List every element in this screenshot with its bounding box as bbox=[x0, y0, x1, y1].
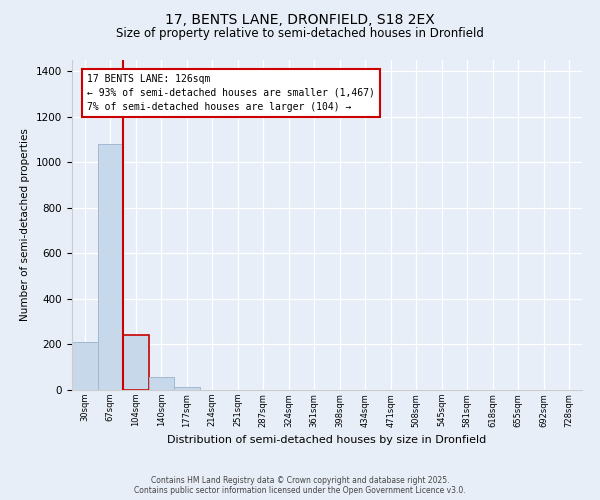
Text: Contains HM Land Registry data © Crown copyright and database right 2025.
Contai: Contains HM Land Registry data © Crown c… bbox=[134, 476, 466, 495]
Text: 17 BENTS LANE: 126sqm
← 93% of semi-detached houses are smaller (1,467)
7% of se: 17 BENTS LANE: 126sqm ← 93% of semi-deta… bbox=[87, 74, 374, 112]
Bar bbox=[72, 342, 97, 390]
Text: Size of property relative to semi-detached houses in Dronfield: Size of property relative to semi-detach… bbox=[116, 28, 484, 40]
Bar bbox=[149, 378, 174, 390]
Y-axis label: Number of semi-detached properties: Number of semi-detached properties bbox=[20, 128, 31, 322]
Text: 17, BENTS LANE, DRONFIELD, S18 2EX: 17, BENTS LANE, DRONFIELD, S18 2EX bbox=[165, 12, 435, 26]
X-axis label: Distribution of semi-detached houses by size in Dronfield: Distribution of semi-detached houses by … bbox=[167, 435, 487, 445]
Bar bbox=[97, 144, 123, 390]
Bar bbox=[123, 336, 149, 390]
Bar bbox=[174, 386, 199, 390]
